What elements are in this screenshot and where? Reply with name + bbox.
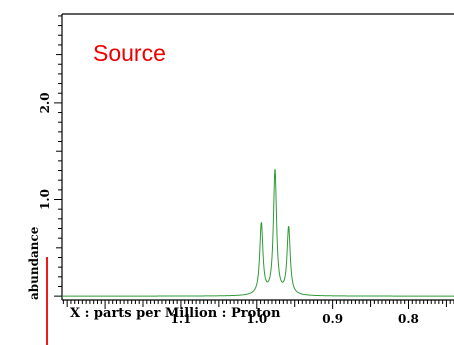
x-tick-label: 1.1 (170, 312, 191, 326)
plot-frame (61, 13, 454, 301)
y-tick-label: 2.0 (38, 92, 52, 113)
x-tick-label: 0.8 (398, 312, 419, 326)
x-tick-label: 0.9 (322, 312, 343, 326)
peak-point-1 (260, 223, 263, 226)
x-tick-labels: 1.1 1.0 0.9 0.8 (170, 312, 418, 326)
spectrum-series (62, 168, 454, 297)
x-axis-label: X : parts per Million : Proton (70, 306, 281, 321)
source-label: Source (93, 40, 166, 66)
y-ticks (54, 15, 62, 297)
y-tick-label: 1.0 (38, 189, 52, 210)
x-tick-label: 1.0 (246, 312, 267, 326)
y-tick-labels: 1.0 2.0 (38, 92, 52, 210)
peak-point-2 (274, 170, 276, 173)
peak-points (260, 170, 290, 230)
x-ticks (62, 300, 454, 309)
y-axis-label: abundance (27, 226, 41, 300)
peak-point-3 (287, 227, 290, 230)
